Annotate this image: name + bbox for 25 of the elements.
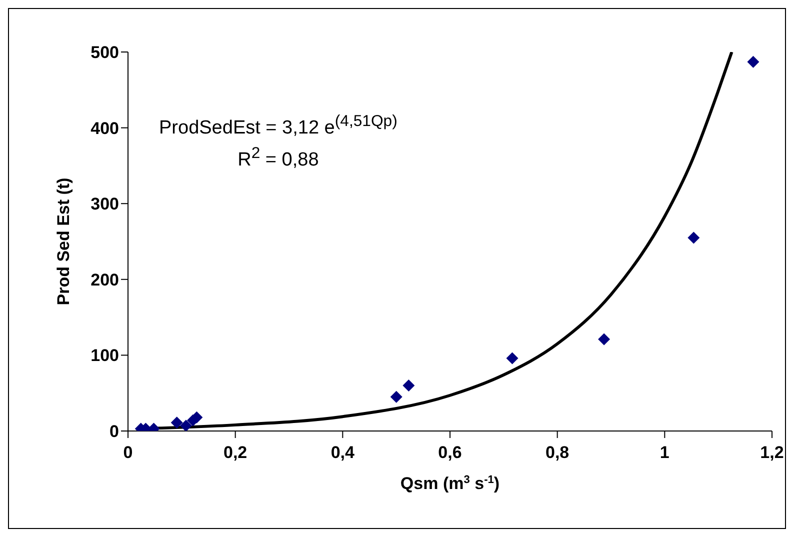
x-tick-label: 0 [123, 443, 133, 462]
x-tick-label: 0,4 [330, 443, 356, 462]
point [402, 380, 415, 392]
point [688, 232, 700, 244]
point [390, 390, 402, 403]
x-tick-label: 0,6 [438, 443, 462, 462]
x-axis-title: Qsm (m$^{3}$ s$^{-1}$) [400, 474, 500, 493]
x-tick-label: 1,2 [760, 443, 784, 462]
point [180, 420, 192, 431]
x-tick-label: 0,2 [224, 443, 248, 462]
y-axis-title: Prod Sed Est (t) [54, 178, 73, 306]
x-tick-label: 1 [660, 443, 670, 462]
annotation: R$^{2}$ = 0,88 [236, 144, 320, 173]
y-tick-label: 400 [90, 118, 119, 138]
annotation: ProdSedEst = 3,12 e$^{(4,51Qp)}$ [159, 112, 398, 140]
y-tick-label: 200 [90, 270, 119, 290]
point [747, 56, 760, 68]
point [170, 416, 183, 429]
point [506, 352, 518, 364]
y-tick-label: 500 [90, 43, 119, 62]
y-tick-label: 100 [90, 346, 119, 366]
y-tick-label: 0 [110, 422, 119, 442]
x-tick-label: 0,8 [546, 443, 570, 462]
point [598, 333, 610, 346]
y-tick-label: 300 [90, 194, 119, 214]
